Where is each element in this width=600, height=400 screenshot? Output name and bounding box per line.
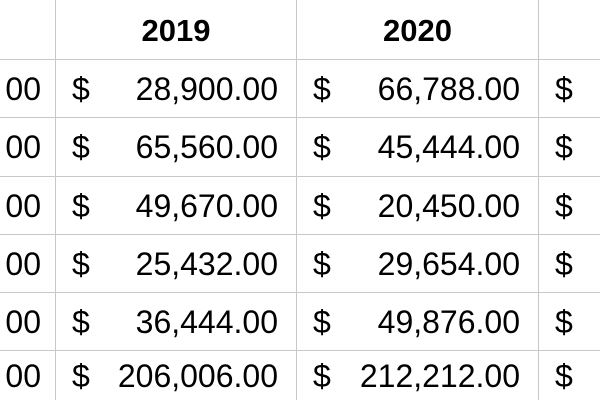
cell-value: 49,876.00 xyxy=(377,304,520,340)
partial-left-cell[interactable]: 00 xyxy=(5,304,41,340)
cell-2020-total[interactable]: $ 212,212.00 xyxy=(297,351,538,400)
column-divider xyxy=(538,0,539,400)
row-divider xyxy=(0,176,600,177)
currency-symbol: $ xyxy=(313,246,331,282)
table-row-total: 00 $ 206,006.00 $ 212,212.00 $ xyxy=(0,351,600,400)
cell-2019[interactable]: $ 25,432.00 xyxy=(56,235,296,293)
partial-right-cell[interactable]: $ xyxy=(539,177,600,235)
header-cell-partial-right[interactable] xyxy=(539,0,600,60)
cell-2020[interactable]: $ 29,654.00 xyxy=(297,235,538,293)
currency-symbol: $ xyxy=(72,188,90,224)
currency-symbol: $ xyxy=(72,71,90,107)
currency-symbol: $ xyxy=(555,246,573,282)
row-divider xyxy=(0,234,600,235)
cell-value: 212,212.00 xyxy=(359,357,520,394)
row-divider xyxy=(0,292,600,293)
header-cell-2020[interactable]: 2020 xyxy=(383,12,452,48)
currency-symbol: $ xyxy=(313,304,331,340)
table-row: 00 $ 25,432.00 $ 29,654.00 $ xyxy=(0,235,600,293)
partial-left-cell[interactable]: 00 xyxy=(5,246,41,282)
cell-2019[interactable]: $ 28,900.00 xyxy=(56,60,296,118)
partial-right-cell[interactable]: $ xyxy=(539,293,600,351)
partial-right-cell[interactable]: $ xyxy=(539,235,600,293)
row-divider xyxy=(0,350,600,351)
currency-symbol: $ xyxy=(555,129,573,165)
partial-left-cell[interactable]: 00 xyxy=(5,188,41,224)
cell-value: 49,670.00 xyxy=(135,188,278,224)
partial-right-cell[interactable]: $ xyxy=(539,351,600,400)
currency-symbol: $ xyxy=(555,71,573,107)
currency-symbol: $ xyxy=(72,246,90,282)
currency-symbol: $ xyxy=(72,357,90,394)
cell-value: 45,444.00 xyxy=(377,129,520,165)
partial-right-cell[interactable]: $ xyxy=(539,118,600,176)
currency-symbol: $ xyxy=(313,188,331,224)
cell-value: 20,450.00 xyxy=(377,188,520,224)
currency-symbol: $ xyxy=(72,304,90,340)
currency-symbol: $ xyxy=(555,357,573,394)
currency-symbol: $ xyxy=(313,357,331,394)
cell-value: 206,006.00 xyxy=(117,357,278,394)
header-cell-partial-left[interactable] xyxy=(0,0,55,60)
table-row: 00 $ 49,670.00 $ 20,450.00 $ xyxy=(0,177,600,235)
partial-right-cell[interactable]: $ xyxy=(539,60,600,118)
row-divider xyxy=(0,117,600,118)
partial-left-cell[interactable]: 00 xyxy=(5,129,41,165)
table-row: 00 $ 36,444.00 $ 49,876.00 $ xyxy=(0,293,600,351)
header-cell-2019[interactable]: 2019 xyxy=(141,12,211,48)
table-row: 00 $ 65,560.00 $ 45,444.00 $ xyxy=(0,118,600,176)
row-divider xyxy=(0,59,600,60)
cell-2020[interactable]: $ 45,444.00 xyxy=(297,118,538,176)
cell-value: 36,444.00 xyxy=(135,304,278,340)
cell-2020[interactable]: $ 49,876.00 xyxy=(297,293,538,351)
cell-2019[interactable]: $ 49,670.00 xyxy=(56,177,296,235)
header-row: 2019 2020 xyxy=(0,0,600,60)
cell-value: 65,560.00 xyxy=(135,129,278,165)
currency-symbol: $ xyxy=(72,129,90,165)
currency-symbol: $ xyxy=(555,188,573,224)
cell-value: 28,900.00 xyxy=(135,71,278,107)
cell-value: 29,654.00 xyxy=(377,246,520,282)
cell-2020[interactable]: $ 66,788.00 xyxy=(297,60,538,118)
column-divider xyxy=(55,0,56,400)
currency-symbol: $ xyxy=(555,304,573,340)
currency-symbol: $ xyxy=(313,71,331,107)
cell-2019-total[interactable]: $ 206,006.00 xyxy=(56,351,296,400)
currency-symbol: $ xyxy=(313,129,331,165)
cell-2019[interactable]: $ 65,560.00 xyxy=(56,118,296,176)
column-divider xyxy=(296,0,297,400)
cell-2020[interactable]: $ 20,450.00 xyxy=(297,177,538,235)
partial-left-cell[interactable]: 00 xyxy=(5,71,41,107)
cell-value: 25,432.00 xyxy=(135,246,278,282)
partial-left-cell[interactable]: 00 xyxy=(5,357,41,394)
cell-2019[interactable]: $ 36,444.00 xyxy=(56,293,296,351)
table-row: 00 $ 28,900.00 $ 66,788.00 $ xyxy=(0,60,600,118)
cell-value: 66,788.00 xyxy=(377,71,520,107)
